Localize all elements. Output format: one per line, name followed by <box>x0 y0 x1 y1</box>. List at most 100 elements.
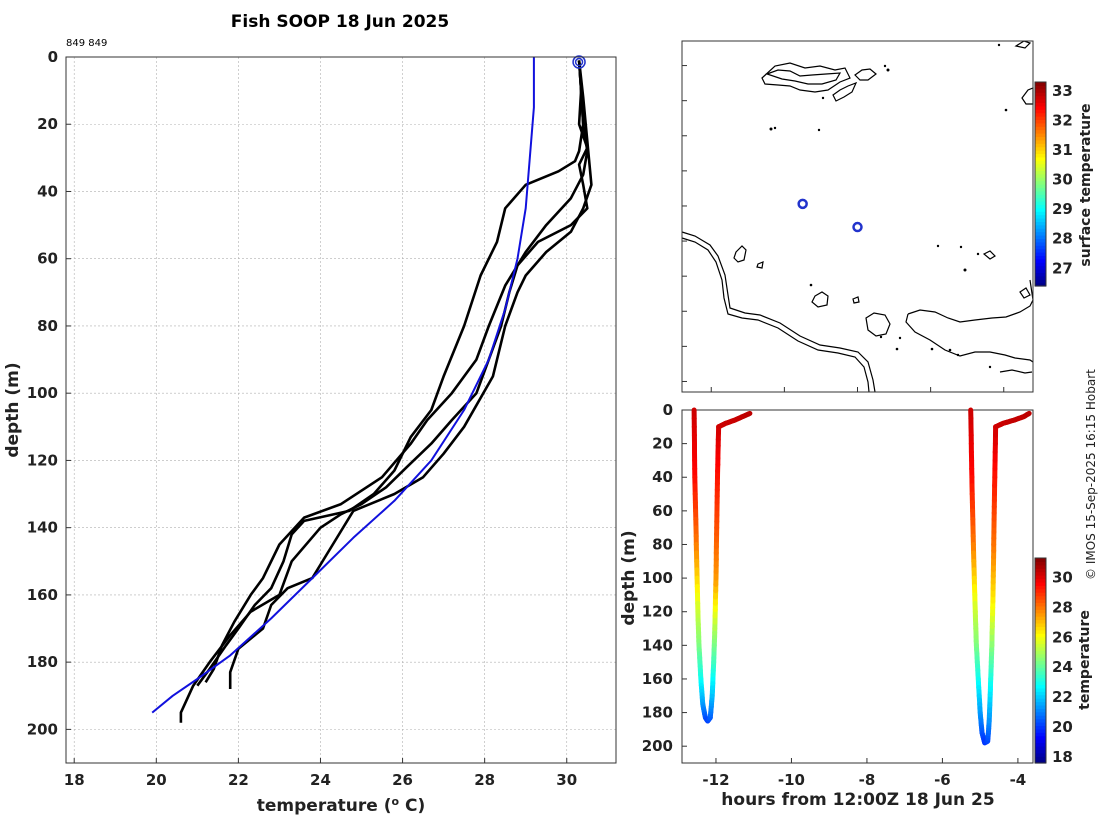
colorbar-segment <box>1035 241 1046 246</box>
colorbar-segment <box>1035 636 1046 641</box>
y-tick-label: 200 <box>27 720 58 738</box>
colorbar-segment <box>1035 653 1046 658</box>
colorbar-segment <box>1035 122 1046 127</box>
colorbar-segment <box>1035 643 1046 648</box>
profile-grid <box>66 56 616 763</box>
colorbar-segment <box>1035 722 1046 727</box>
colorbar-segment <box>1035 581 1046 586</box>
section-panel: -12 -10 -8 -6 -4020406080100120140160180200 … <box>619 401 1093 810</box>
y-tick-label: 60 <box>37 250 58 268</box>
colorbar-tick-label: 32 <box>1052 111 1073 129</box>
colorbar-segment <box>1035 129 1046 134</box>
colorbar-segment <box>1035 180 1046 185</box>
colorbar-segment <box>1035 677 1046 682</box>
coastline <box>681 40 1034 393</box>
colorbar-segment <box>1035 646 1046 651</box>
colorbar-segment <box>1035 681 1046 686</box>
section-y-tick-label: 40 <box>652 468 673 486</box>
colorbar-segment <box>1035 732 1046 737</box>
colorbar-segment <box>1035 663 1046 668</box>
section-x-tick-label: -6 <box>934 771 951 789</box>
colorbar-segment <box>1035 640 1046 645</box>
colorbar-segment <box>1035 194 1046 199</box>
colorbar-segment <box>1035 184 1046 188</box>
section-y-tick-label: 140 <box>642 636 673 654</box>
colorbar-segment <box>1035 701 1046 706</box>
colorbar-segment <box>1035 619 1046 624</box>
profile-panel: 18 20 22 24 26 28 30 0 20 40 60 80 100 120 140 160 180 20… <box>3 12 617 816</box>
profile-series <box>151 55 593 723</box>
section-y-axis-label: depth (m) <box>619 530 639 625</box>
colorbar-segment <box>1035 626 1046 631</box>
colorbar-segment <box>1035 231 1046 236</box>
colorbar-segment <box>1035 728 1046 733</box>
colorbar-segment <box>1035 88 1046 93</box>
colorbar-segment <box>1035 248 1046 253</box>
y-tick-label: 100 <box>27 384 58 402</box>
section-y-tick-label: 120 <box>642 603 673 621</box>
colorbar-segment <box>1035 218 1046 222</box>
colorbar-segment <box>1035 139 1046 144</box>
colorbar-segment <box>1035 255 1046 260</box>
surface-marker-inner <box>574 57 584 67</box>
colorbar-segment <box>1035 173 1046 178</box>
colorbar-segment <box>1035 558 1046 563</box>
colorbar-segment <box>1035 660 1046 665</box>
profile-x-axis-label: temperature (o C) <box>257 795 426 816</box>
colorbar-segment <box>1035 112 1046 117</box>
colorbar-tick-label: 31 <box>1052 141 1073 159</box>
colorbar-segment <box>1035 126 1046 131</box>
series-line-2 <box>204 60 589 683</box>
colorbar-segment <box>1035 561 1046 566</box>
colorbar-segment <box>1035 756 1046 761</box>
chart-title: Fish SOOP 18 Jun 2025 <box>231 12 449 32</box>
colorbar-segment <box>1035 708 1046 713</box>
y-tick-label: 120 <box>27 451 58 469</box>
colorbar-segment <box>1035 150 1046 154</box>
colorbar-frame <box>1034 557 1047 764</box>
colorbar-segment <box>1035 735 1046 740</box>
colorbar-segment <box>1035 715 1046 720</box>
surface-temperature-colorbar: 27 28 29 30 31 32 33 <box>1034 81 1073 287</box>
section-y-tick-label: 80 <box>652 535 673 553</box>
x-tick-label: 26 <box>392 771 413 789</box>
colorbar-segment <box>1035 92 1046 97</box>
colorbar-segment <box>1035 95 1046 100</box>
colorbar-segment <box>1035 224 1046 229</box>
colorbar-segment <box>1035 585 1046 590</box>
colorbar-segment <box>1035 588 1046 593</box>
colorbar-segment <box>1035 595 1046 600</box>
colorbar-segment <box>1035 282 1046 287</box>
colorbar-segment <box>1035 575 1046 580</box>
colorbar-segment <box>1035 252 1046 256</box>
colorbar-segment <box>1035 633 1046 638</box>
colorbar-segment <box>1035 742 1046 747</box>
colorbar-segment <box>1035 711 1046 716</box>
colorbar-tick-label: 18 <box>1052 748 1073 766</box>
temperature-colorbar: 18 20 22 24 26 28 30 <box>1034 557 1073 766</box>
colorbar-segment <box>1035 265 1046 270</box>
colorbar-segment <box>1035 602 1046 607</box>
colorbar-segment <box>1035 674 1046 679</box>
colorbar-segment <box>1035 201 1046 205</box>
colorbar-segment <box>1035 136 1046 141</box>
colorbar-segment <box>1035 704 1046 709</box>
colorbar-frame <box>1034 81 1047 287</box>
colorbar-segment <box>1035 694 1046 699</box>
colorbar-segment <box>1035 214 1046 219</box>
colorbar-tick-label: 24 <box>1052 658 1073 676</box>
colorbar-segment <box>1035 204 1046 209</box>
colorbar-segment <box>1035 238 1046 243</box>
colorbar-segment <box>1035 571 1046 576</box>
section-y-tick-label: 200 <box>642 737 673 755</box>
colorbar-tick-label: 33 <box>1052 82 1073 100</box>
section-y-tick-label: 20 <box>652 435 673 453</box>
y-tick-label: 80 <box>37 317 58 335</box>
colorbar-segment <box>1035 279 1046 284</box>
map-axes-frame <box>681 40 1034 393</box>
colorbar-segment <box>1035 609 1046 614</box>
colorbar-tick-label: 28 <box>1052 230 1073 248</box>
section-x-tick-label: -10 <box>778 771 805 789</box>
section-casts <box>691 407 1032 746</box>
x-tick-label: 28 <box>474 771 495 789</box>
